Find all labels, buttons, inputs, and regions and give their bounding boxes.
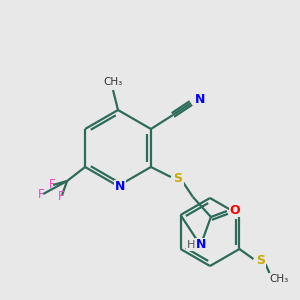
Text: N: N (195, 94, 205, 106)
Text: F: F (58, 190, 64, 203)
Text: F: F (38, 188, 44, 202)
Text: F: F (49, 178, 56, 191)
Text: H: H (187, 240, 195, 250)
Text: N: N (196, 238, 206, 251)
Text: CH₃: CH₃ (270, 274, 289, 284)
Text: N: N (115, 181, 125, 194)
Text: S: S (256, 254, 265, 268)
Text: S: S (173, 172, 182, 185)
Text: O: O (230, 203, 240, 217)
Text: CH₃: CH₃ (103, 77, 123, 87)
